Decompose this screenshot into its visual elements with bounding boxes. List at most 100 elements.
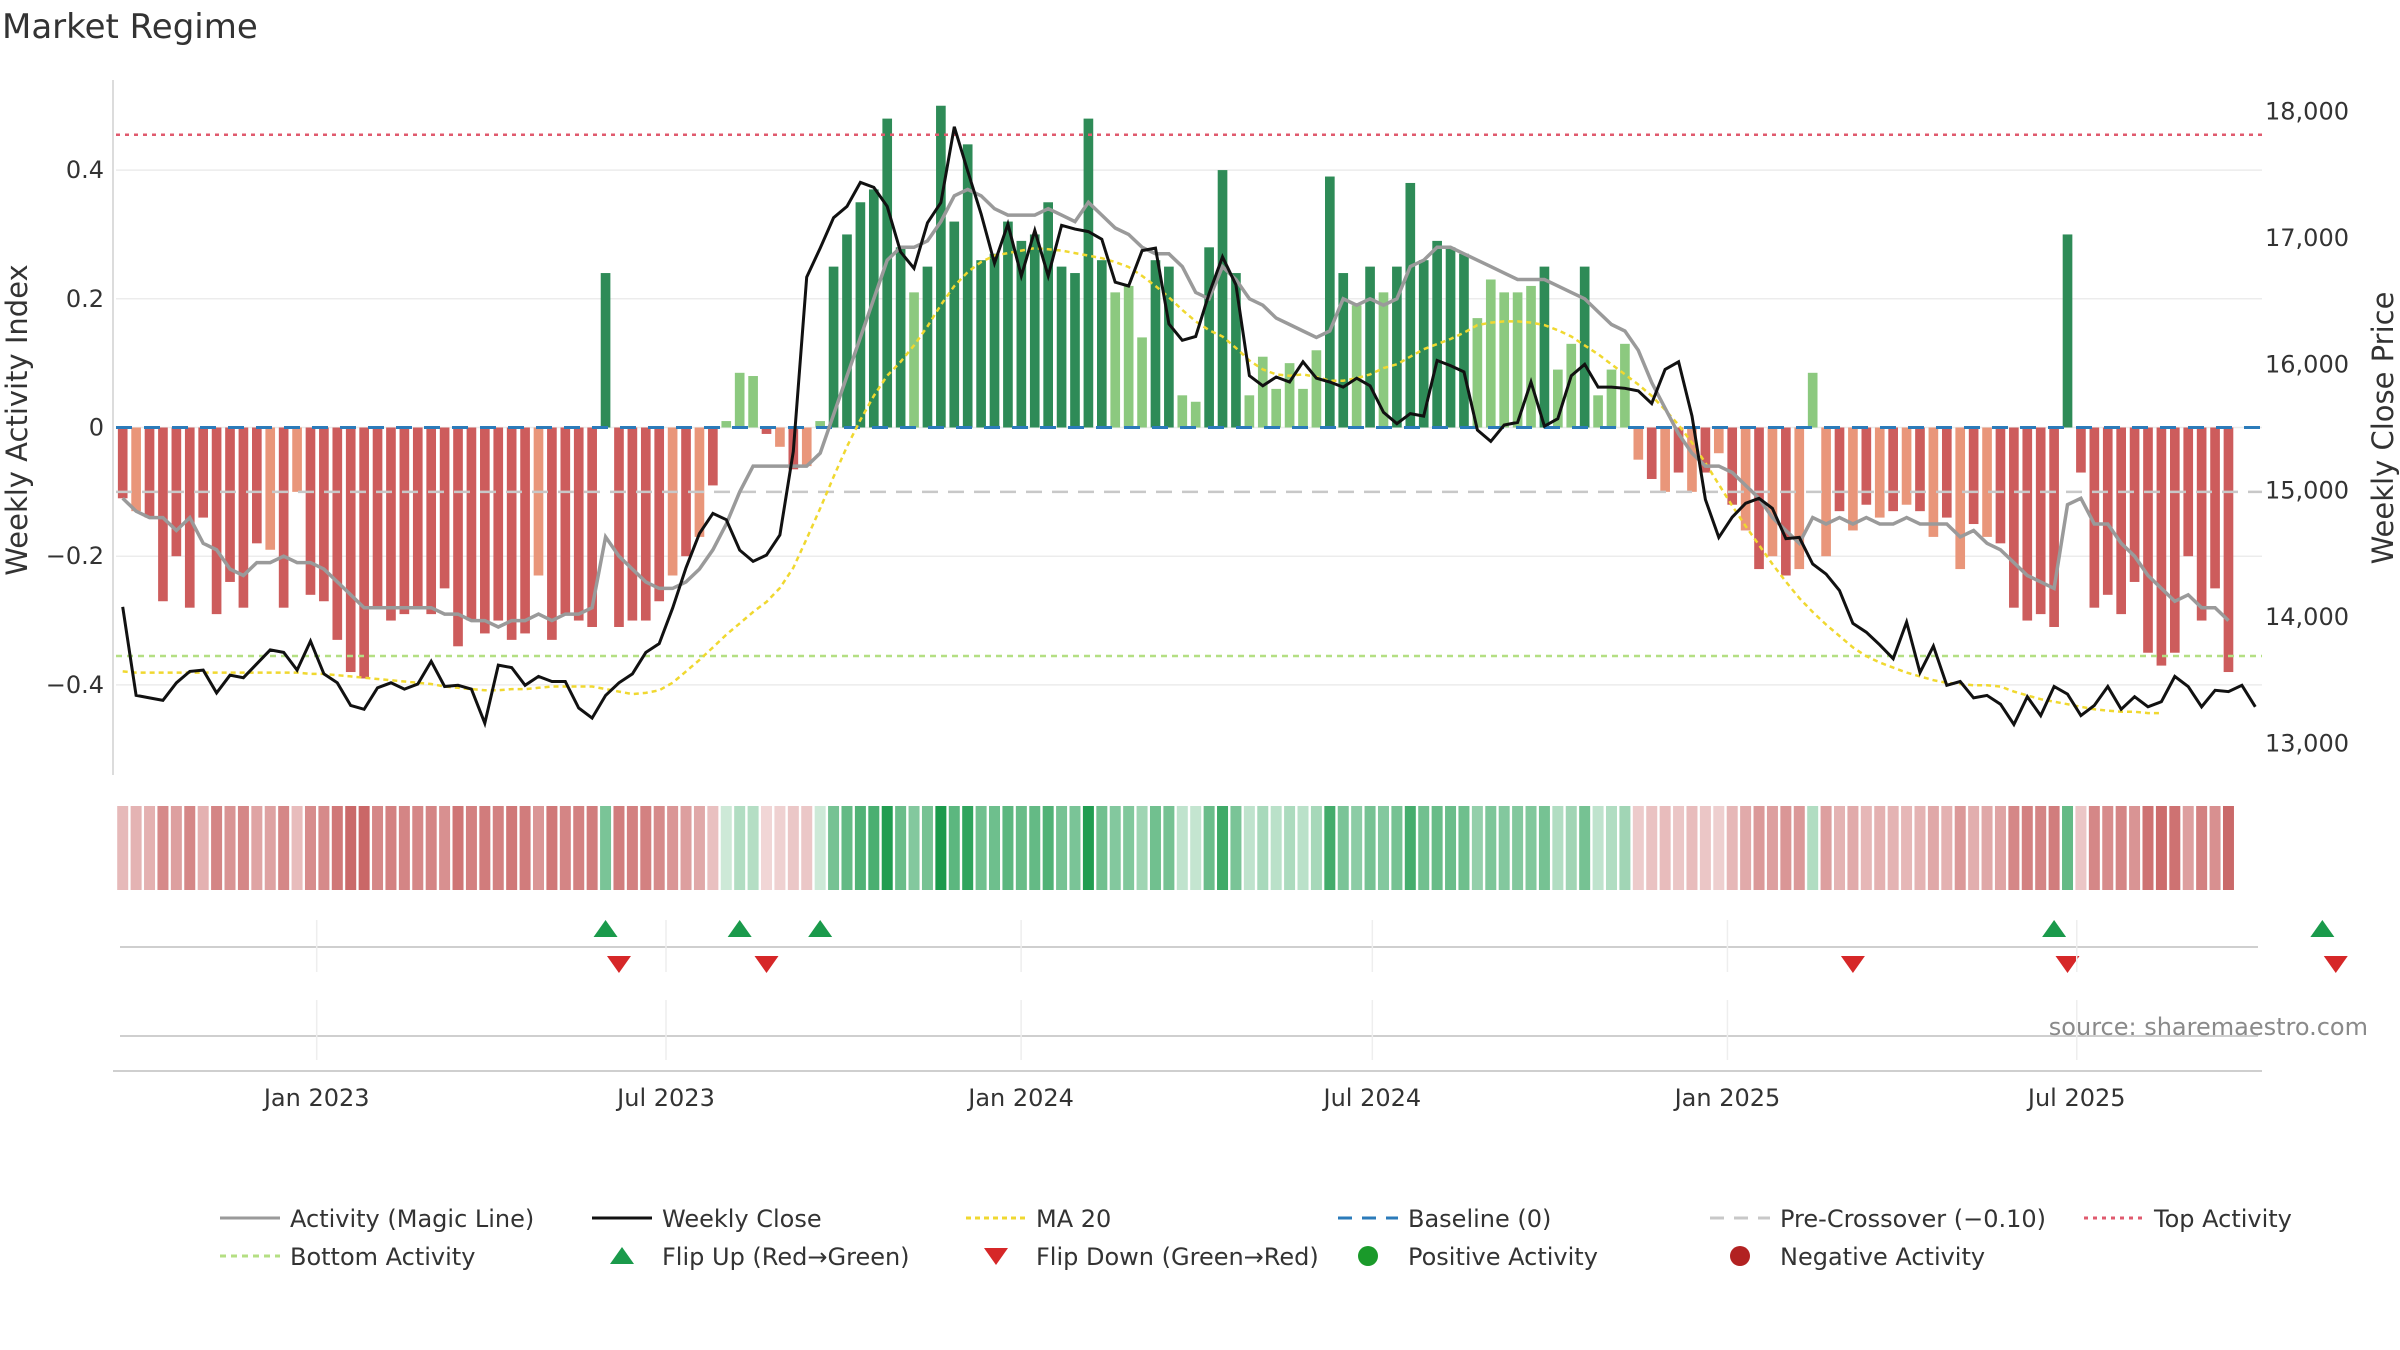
activity-bar: [1807, 372, 1818, 428]
regime-strip-cell: [881, 806, 893, 890]
activity-bar: [198, 427, 209, 518]
activity-bar: [1633, 427, 1644, 460]
activity-bar: [2129, 427, 2140, 582]
regime-strip-cell: [1351, 806, 1363, 890]
y-tick-label: −0.2: [46, 542, 104, 570]
regime-strip-cell: [1914, 806, 1926, 890]
regime-strip-cell: [1726, 806, 1738, 890]
regime-strip-cell: [130, 806, 142, 890]
activity-bar: [1378, 292, 1389, 428]
activity-bar: [1418, 260, 1429, 428]
activity-bar: [1700, 427, 1711, 473]
activity-bar: [1029, 234, 1040, 428]
legend-label: Negative Activity: [1780, 1243, 1985, 1271]
activity-bar: [453, 427, 463, 647]
activity-bar: [855, 202, 866, 428]
regime-strip-cell: [1230, 806, 1242, 890]
regime-strip-cell: [908, 806, 920, 890]
activity-bar: [1687, 427, 1697, 492]
activity-bar: [1190, 401, 1201, 428]
regime-strip-cell: [573, 806, 585, 890]
regime-strip-cell: [626, 806, 638, 890]
activity-bar: [721, 421, 732, 428]
regime-strip-cell: [1927, 806, 1939, 890]
flip-panel: [120, 920, 2348, 973]
regime-strip-cell: [1673, 806, 1685, 890]
activity-bar: [2009, 427, 2019, 608]
flip-up-marker: [2310, 920, 2335, 937]
activity-bar: [1982, 427, 1992, 537]
activity-bar: [1405, 182, 1416, 428]
x-tick-label: Jul 2024: [1322, 1084, 1422, 1112]
activity-bar: [734, 372, 745, 428]
regime-strip-cell: [1954, 806, 1966, 890]
activity-bar: [225, 427, 235, 582]
y-tick-label: −0.4: [46, 671, 104, 699]
regime-strip-cell: [921, 806, 933, 890]
activity-bar: [1794, 427, 1805, 570]
regime-strip-cell: [532, 806, 544, 890]
regime-strip-cell: [1847, 806, 1859, 890]
activity-bar: [412, 427, 423, 608]
activity-bar: [1579, 266, 1590, 428]
regime-strip-cell: [492, 806, 504, 890]
activity-bar: [1150, 260, 1161, 428]
regime-strip-cell: [2169, 806, 2181, 890]
regime-strip-cell: [1445, 806, 1457, 890]
regime-strip-cell: [1284, 806, 1296, 890]
regime-strip-cell: [2062, 806, 2074, 890]
regime-strip-cell: [2115, 806, 2127, 890]
y-tick-label: 0: [89, 414, 104, 442]
regime-strip-cell: [1512, 806, 1524, 890]
regime-strip-cell: [1324, 806, 1336, 890]
series-lines: [121, 126, 2257, 729]
regime-strip-cell: [1860, 806, 1872, 890]
flip-down-marker: [754, 956, 779, 973]
activity-bar: [547, 427, 557, 640]
activity-bar: [332, 427, 343, 640]
regime-strip-cell: [1941, 806, 1953, 890]
regime-strip-cell: [291, 806, 303, 890]
activity-bar: [1821, 427, 1831, 557]
activity-bar: [305, 427, 316, 595]
activity-bar: [1284, 363, 1295, 428]
regime-strip-cell: [1297, 806, 1309, 890]
regime-strip-cell: [1082, 806, 1094, 890]
activity-bar: [386, 427, 396, 621]
regime-strip-cell: [600, 806, 612, 890]
regime-strip-cell: [1887, 806, 1899, 890]
y-axis-ticks: −0.4 −0.2 0 0.2 0.4: [46, 156, 104, 699]
activity-bar: [573, 427, 584, 621]
legend-swatch: [1358, 1246, 1378, 1266]
activity-bar: [2049, 427, 2059, 627]
regime-strip-cell: [2021, 806, 2033, 890]
activity-bar: [2183, 427, 2194, 557]
activity-bar: [1271, 388, 1282, 428]
regime-strip-cell: [1874, 806, 1886, 890]
activity-bar: [1432, 240, 1442, 428]
activity-bar: [1928, 427, 1939, 537]
weekly-close-line: [121, 126, 2257, 729]
regime-strip-cell: [398, 806, 410, 890]
regime-strip-cell: [452, 806, 464, 890]
regime-strip-cell: [1592, 806, 1604, 890]
activity-bar: [252, 427, 262, 544]
activity-bar: [560, 427, 571, 615]
activity-bar: [2089, 427, 2100, 608]
activity-bar: [1727, 427, 1738, 505]
legend-swatch: [610, 1247, 634, 1264]
regime-strip-cell: [224, 806, 236, 890]
regime-strip-cell: [801, 806, 813, 890]
regime-strip-cell: [425, 806, 437, 890]
activity-bar: [345, 427, 356, 673]
regime-strip-cell: [1310, 806, 1322, 890]
regime-strip-cell: [372, 806, 384, 890]
regime-strip-cell: [1418, 806, 1430, 890]
activity-bar: [1083, 118, 1094, 428]
activity-bar: [265, 427, 276, 550]
regime-strip-cell: [237, 806, 249, 890]
x-tick-label: Jul 2025: [2026, 1084, 2126, 1112]
regime-strip-cell: [1458, 806, 1470, 890]
regime-strip-cell: [1190, 806, 1202, 890]
activity-bar: [1861, 427, 1872, 505]
